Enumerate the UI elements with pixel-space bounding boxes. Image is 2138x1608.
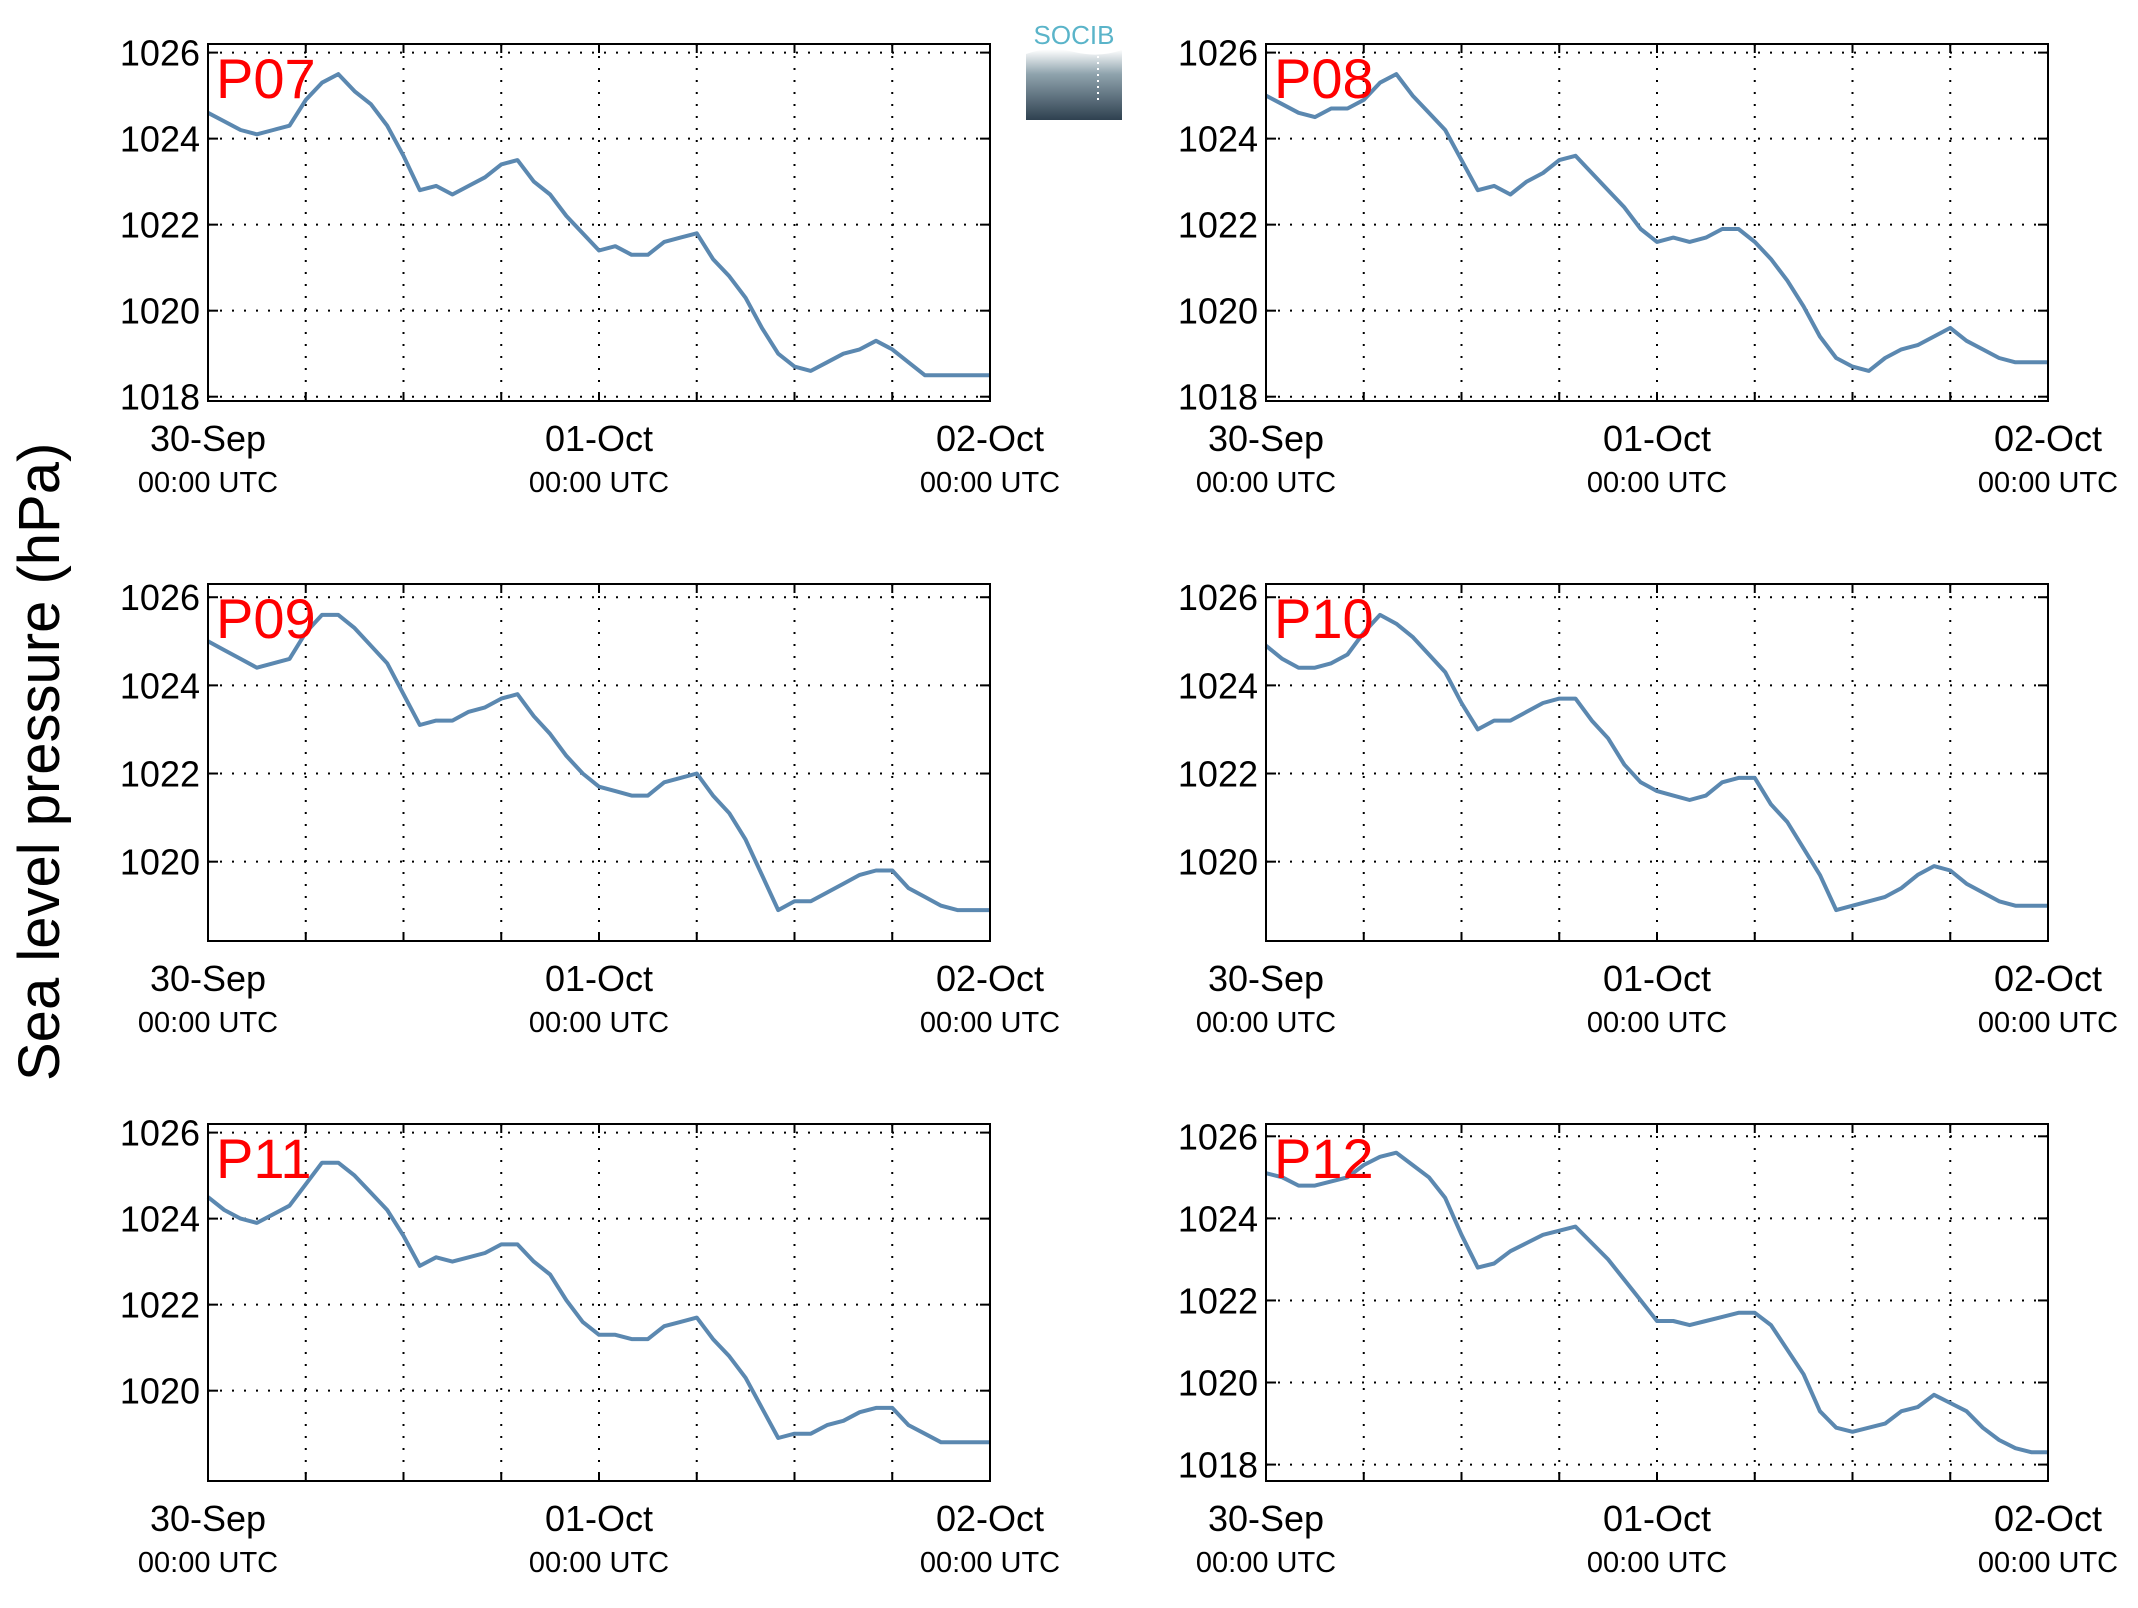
x-tick-label-time: 00:00 UTC [138,467,278,499]
x-tick-label-date: 02-Oct [1994,1498,2102,1539]
x-tick-label-date: 30-Sep [1208,418,1324,459]
x-tick-label-time: 00:00 UTC [920,1007,1060,1039]
x-tick-label-time: 00:00 UTC [1587,467,1727,499]
station-label: P07 [216,47,316,110]
y-tick-label: 1018 [1178,1445,1258,1486]
x-tick-label-date: 02-Oct [1994,418,2102,459]
pressure-series-line [1265,72,2048,373]
logo-wordmark: SOCIB [1034,22,1115,50]
x-tick-label-date: 01-Oct [1603,1498,1711,1539]
y-tick-label: 1022 [120,754,200,795]
panel-p07: 1018 1020 1022 1024 1026 30-Sep 00:00 UTC 01-Oc… [120,33,1060,499]
x-tick-label-date: 02-Oct [936,418,1044,459]
y-tick-label: 1024 [120,665,200,706]
station-label: P11 [216,1127,311,1190]
x-tick-label-time: 00:00 UTC [138,1007,278,1039]
socib-logo: SOCIB [1026,22,1122,120]
x-tick-label-time: 00:00 UTC [920,467,1060,499]
panel-p10: 1020 1022 1024 1026 30-Sep 00:00 UTC 01-Oct 00:… [1178,577,2118,1039]
station-label: P10 [1274,587,1374,650]
y-tick-label: 1026 [1178,577,1258,618]
x-tick-label-date: 02-Oct [936,1498,1044,1539]
y-tick-label: 1020 [120,291,200,332]
y-tick-label: 1022 [120,1285,200,1326]
x-tick-label-time: 00:00 UTC [529,467,669,499]
x-tick-label-time: 00:00 UTC [529,1547,669,1579]
panel-p08: 1018 1020 1022 1024 1026 30-Sep 00:00 UTC 01-Oc… [1178,33,2118,499]
axes-frame [1265,583,2049,942]
x-tick-label-date: 02-Oct [1994,958,2102,999]
y-tick-label: 1024 [1178,119,1258,160]
y-tick-label: 1024 [120,119,200,160]
pressure-series-line [207,612,990,913]
panel-p12: 1018 1020 1022 1024 1026 30-Sep 00:00 UTC 01-Oc… [1178,1116,2118,1579]
axes-frame [1265,43,2049,402]
x-tick-label-date: 01-Oct [545,958,653,999]
pressure-series-line [206,1160,990,1445]
x-tick-label-time: 00:00 UTC [1196,467,1336,499]
pressure-series-line [1265,1150,2048,1455]
axes-frame [207,583,991,942]
x-tick-label-date: 01-Oct [1603,418,1711,459]
axes-frame [1265,1123,2049,1482]
y-tick-label: 1020 [1178,842,1258,883]
y-tick-label: 1026 [1178,33,1258,74]
x-tick-label-date: 30-Sep [150,958,266,999]
x-tick-label-time: 00:00 UTC [1196,1547,1336,1579]
x-tick-label-time: 00:00 UTC [1978,1547,2118,1579]
y-tick-label: 1024 [1178,1198,1258,1239]
pressure-series-line [207,72,990,378]
y-tick-label: 1022 [1178,754,1258,795]
x-tick-label-date: 02-Oct [936,958,1044,999]
x-tick-label-date: 30-Sep [1208,958,1324,999]
x-tick-label-date: 30-Sep [150,1498,266,1539]
y-tick-label: 1020 [120,1371,200,1412]
axes-frame [207,1123,991,1482]
y-tick-label: 1026 [120,33,200,74]
y-tick-label: 1024 [120,1199,200,1240]
y-tick-label: 1020 [1178,291,1258,332]
x-tick-label-date: 01-Oct [545,418,653,459]
axes-frame [207,43,991,402]
x-tick-label-date: 30-Sep [150,418,266,459]
station-label: P12 [1274,1127,1374,1190]
x-tick-label-time: 00:00 UTC [1587,1547,1727,1579]
y-tick-label: 1020 [1178,1363,1258,1404]
y-tick-label: 1020 [120,842,200,883]
x-tick-label-date: 01-Oct [1603,958,1711,999]
y-tick-label: 1022 [1178,1280,1258,1321]
y-tick-label: 1026 [120,577,200,618]
y-tick-label: 1024 [1178,665,1258,706]
station-label: P08 [1274,47,1374,110]
y-tick-label: 1022 [1178,205,1258,246]
x-tick-label-time: 00:00 UTC [1587,1007,1727,1039]
y-tick-label: 1022 [120,205,200,246]
x-tick-label-time: 00:00 UTC [1978,1007,2118,1039]
x-tick-label-time: 00:00 UTC [920,1547,1060,1579]
x-tick-label-time: 00:00 UTC [138,1547,278,1579]
x-tick-label-time: 00:00 UTC [529,1007,669,1039]
y-tick-label: 1018 [120,377,200,418]
x-tick-label-date: 01-Oct [545,1498,653,1539]
y-tick-label: 1026 [1178,1116,1258,1157]
pressure-series-line [1264,612,2048,913]
y-tick-label: 1026 [120,1113,200,1154]
station-label: P09 [216,587,316,650]
panel-p11: 1020 1022 1024 1026 30-Sep 00:00 UTC 01-Oct 00:… [120,1113,1060,1579]
panel-p09: 1020 1022 1024 1026 30-Sep 00:00 UTC 01-Oct 00:… [120,577,1060,1039]
x-tick-label-date: 30-Sep [1208,1498,1324,1539]
x-tick-label-time: 00:00 UTC [1196,1007,1336,1039]
x-tick-label-time: 00:00 UTC [1978,467,2118,499]
y-tick-label: 1018 [1178,377,1258,418]
